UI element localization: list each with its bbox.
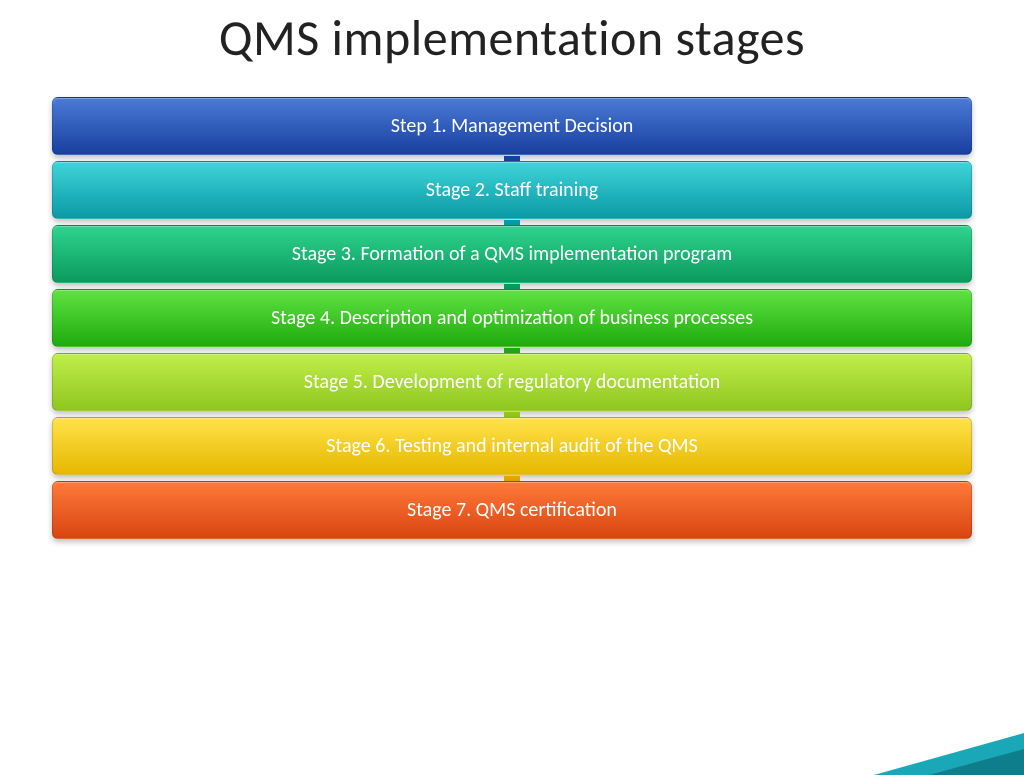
- stage-6: Stage 6. Testing and internal audit of t…: [52, 417, 972, 475]
- stage-label: Stage 6. Testing and internal audit of t…: [326, 434, 697, 458]
- stage-7: Stage 7. QMS certification: [52, 481, 972, 539]
- page-title: QMS implementation stages: [0, 8, 1024, 69]
- stage-4: Stage 4. Description and optimization of…: [52, 289, 972, 347]
- stage-5: Stage 5. Development of regulatory docum…: [52, 353, 972, 411]
- stage-label: Stage 4. Description and optimization of…: [271, 306, 753, 330]
- stage-1: Step 1. Management Decision: [52, 97, 972, 155]
- stage-label: Stage 5. Development of regulatory docum…: [304, 370, 720, 394]
- stage-2: Stage 2. Staff training: [52, 161, 972, 219]
- stage-label: Stage 7. QMS certification: [407, 498, 617, 522]
- flow-container: Step 1. Management Decision Stage 2. Staf…: [52, 97, 972, 539]
- stage-label: Stage 2. Staff training: [426, 178, 598, 202]
- stage-3: Stage 3. Formation of a QMS implementati…: [52, 225, 972, 283]
- corner-accent-dark: [929, 749, 1024, 775]
- stage-label: Step 1. Management Decision: [391, 114, 634, 138]
- stage-label: Stage 3. Formation of a QMS implementati…: [292, 242, 732, 266]
